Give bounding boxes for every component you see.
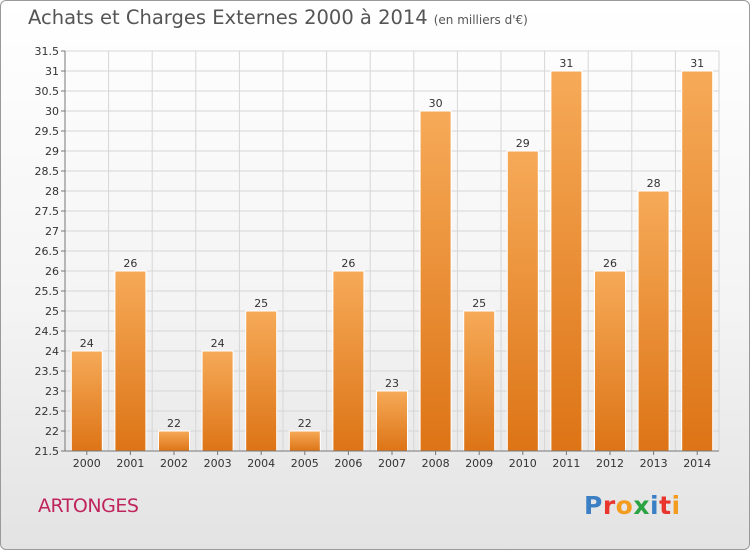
y-tick-label: 26 [45,265,59,278]
y-tick-label: 28.5 [35,165,60,178]
chart-title: Achats et Charges Externes 2000 à 2014 (e… [28,6,528,29]
y-tick-label: 22 [45,425,59,438]
logo-letter: t [659,491,672,520]
bar-2009 [463,310,496,452]
y-tick-label: 30 [45,105,59,118]
x-tick-label: 2014 [683,457,711,470]
data-label: 31 [690,57,704,70]
data-label: 26 [603,257,617,270]
data-label: 29 [516,137,530,150]
y-tick-label: 31 [45,65,59,78]
logo-letter: P [584,491,603,520]
y-tick-label: 29 [45,145,59,158]
bar-2010 [506,150,539,452]
y-tick-label: 25.5 [35,285,60,298]
x-tick-label: 2008 [422,457,450,470]
data-label: 23 [385,377,399,390]
axes [61,50,719,455]
x-tick-label: 2006 [334,457,362,470]
x-tick-label: 2003 [204,457,232,470]
bar-2008 [419,110,452,452]
y-tick-label: 28 [45,185,59,198]
y-tick-label: 27.5 [35,205,60,218]
bar-2005 [288,430,321,452]
proxiti-logo: Proxiti [584,491,681,520]
y-tick-label: 21.5 [35,445,60,458]
y-tick-label: 23 [45,385,59,398]
y-tick-label: 29.5 [35,125,60,138]
bar-2004 [245,310,278,452]
x-tick-label: 2012 [596,457,624,470]
bar-2001 [114,270,147,452]
data-label: 22 [298,417,312,430]
chart-title-main: Achats et Charges Externes 2000 à 2014 [28,6,428,29]
x-tick-label: 2004 [247,457,275,470]
data-label: 26 [123,257,137,270]
y-tick-label: 30.5 [35,85,60,98]
x-tick-label: 2000 [73,457,101,470]
logo-letter: x [633,491,650,520]
logo-letter: r [602,491,616,520]
data-label: 31 [559,57,573,70]
data-label: 24 [211,337,225,350]
bar-2000 [70,350,103,452]
x-tick-label: 2013 [640,457,668,470]
data-label: 26 [341,257,355,270]
logo-letter: i [650,491,660,520]
x-tick-label: 2001 [116,457,144,470]
bar-2011 [550,70,583,452]
data-label: 24 [80,337,94,350]
bar-2003 [201,350,234,452]
data-label: 25 [254,297,268,310]
y-tick-label: 22.5 [35,405,60,418]
commune-name: ARTONGES [38,495,139,517]
data-label: 28 [647,177,661,190]
bar-2006 [332,270,365,452]
bars [70,70,714,452]
logo-letter: o [615,491,634,520]
x-tick-label: 2002 [160,457,188,470]
data-label: 22 [167,417,181,430]
y-tick-label: 27 [45,225,59,238]
bar-2007 [376,390,408,452]
x-tick-label: 2007 [378,457,406,470]
data-label: 25 [472,297,486,310]
y-tick-label: 25 [45,305,59,318]
chart-subtitle: (en milliers d'€) [433,13,528,27]
logo-letter: i [671,491,681,520]
data-label: 30 [429,97,443,110]
bar-2013 [637,190,670,452]
x-tick-label: 2005 [291,457,319,470]
bar-2012 [594,270,626,452]
bar-2014 [681,70,714,452]
labels: 21.5 22 22.5 23 23.5 24 24.5 25 25.5 26 26.5 27 27.5… [35,45,712,470]
y-tick-label: 24 [45,345,59,358]
x-tick-label: 2010 [509,457,537,470]
y-tick-label: 26.5 [35,245,60,258]
x-tick-label: 2009 [465,457,493,470]
y-tick-label: 23.5 [35,365,60,378]
y-tick-label: 31.5 [35,45,60,58]
y-tick-label: 24.5 [35,325,60,338]
bar-2002 [158,430,190,452]
x-tick-label: 2011 [552,457,580,470]
